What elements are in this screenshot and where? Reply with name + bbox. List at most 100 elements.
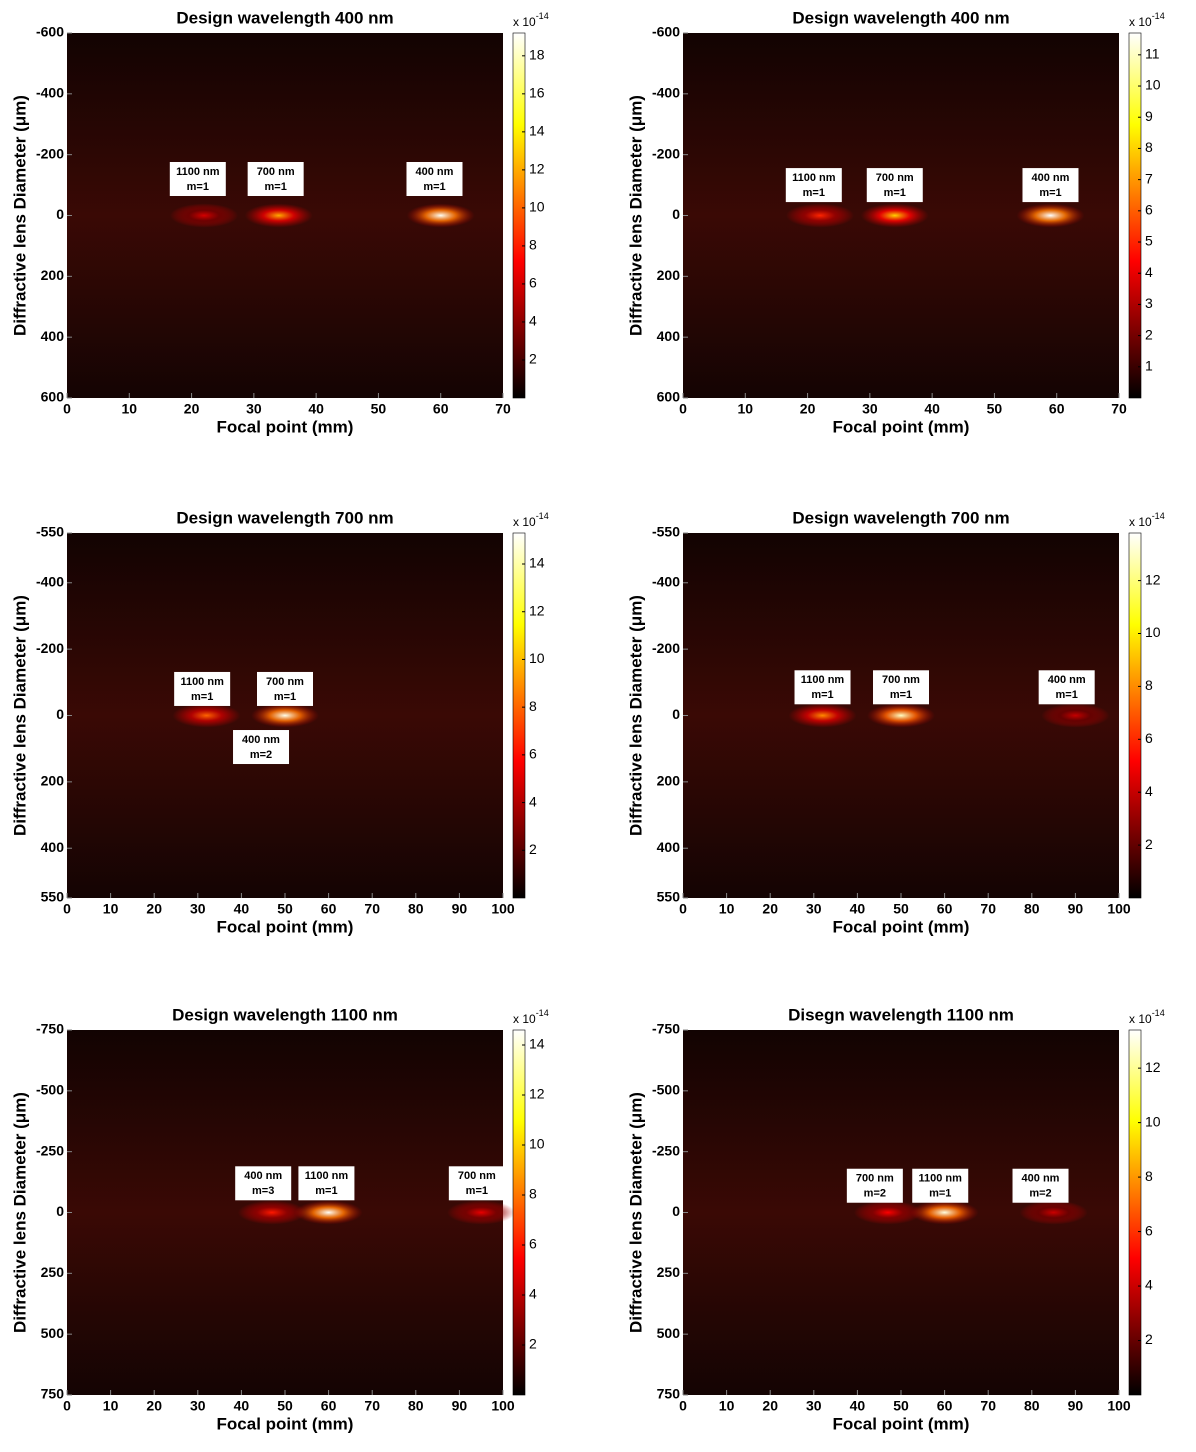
colorbar-tick-label: 2 [529,841,537,857]
annotation-text: 700 nm [257,166,295,178]
x-tick-label: 0 [679,401,687,417]
x-tick-label: 80 [1024,1398,1040,1414]
annotation-text: m=1 [811,689,833,701]
colorbar-tick-label: 8 [1145,1168,1153,1184]
colorbar-label-base: x 10 [513,1012,536,1026]
x-tick-label: 50 [371,401,387,417]
x-tick-label: 60 [321,901,337,917]
y-tick-label: 400 [657,328,681,344]
x-tick-label: 60 [1049,401,1065,417]
colorbar-tick-label: 8 [529,237,537,253]
x-tick-label: 20 [762,901,778,917]
panel-title: Design wavelength 400 nm [792,8,1009,27]
y-axis-label: Diffractive lens Diameter (μm) [10,1092,29,1333]
annotation-text: m=1 [884,187,906,199]
y-tick-label: 400 [657,839,681,855]
annotation-box [1022,168,1079,203]
x-tick-label: 40 [234,1398,250,1414]
colorbar-label-base: x 10 [513,515,536,529]
y-tick-label: -750 [36,1021,64,1037]
annotation-box [169,162,226,196]
panel: Design wavelength 400 nm Focal point (mm)… [626,8,1164,436]
colorbar-tick-label: 14 [529,555,545,571]
colorbar-tick-label: 6 [529,275,537,291]
panel: Design wavelength 700 nm Focal point (mm)… [626,508,1164,936]
annotation-text: m=2 [250,749,272,761]
x-tick-label: 30 [806,1398,822,1414]
colorbar-exponent: -14 [536,1008,549,1018]
focal-spot [1041,703,1110,728]
annotation-box [247,162,304,196]
annotation-box [912,1168,969,1203]
x-axis-label: Focal point (mm) [833,417,970,436]
colorbar-label: x 10-14 [1129,511,1165,529]
x-tick-label: 100 [491,901,515,917]
colorbar [512,532,526,899]
x-tick-label: 30 [190,1398,206,1414]
annotation-text: 1100 nm [919,1173,963,1185]
y-tick-label: -600 [36,24,64,40]
panel-title: Design wavelength 400 nm [176,8,393,27]
colorbar [1128,32,1142,399]
x-tick-label: 20 [800,401,816,417]
colorbar-tick-label: 6 [1145,202,1153,218]
x-tick-label: 20 [146,1398,162,1414]
x-tick-label: 70 [980,901,996,917]
annotation-text: 700 nm [882,674,920,686]
colorbar-exponent: -14 [1152,1008,1165,1018]
x-tick-label: 90 [452,1398,468,1414]
annotation-box [873,670,929,705]
colorbar-tick-label: 4 [1145,783,1153,799]
colorbar-tick-label: 14 [529,123,545,139]
x-tick-label: 50 [987,401,1003,417]
x-tick-label: 40 [850,901,866,917]
focal-spot [244,203,313,228]
colorbar-exponent: -14 [536,511,549,521]
annotation-text: m=1 [890,689,912,701]
colorbar-tick-label: 2 [1145,1331,1153,1347]
y-tick-label: 0 [672,206,680,222]
colorbar [1128,1029,1142,1396]
colorbar-tick-label: 16 [529,85,545,101]
annotation-box [846,1168,903,1203]
annotation-text: 1100 nm [305,1170,349,1182]
x-tick-label: 100 [491,1398,515,1414]
annotation-box [235,1166,292,1201]
focal-spot [447,1200,516,1225]
y-tick-label: -200 [652,145,680,161]
y-tick-label: 200 [657,773,681,789]
y-tick-label: -500 [652,1082,680,1098]
colorbar-label: x 10-14 [513,511,549,529]
annotation-text: 400 nm [1032,172,1070,184]
x-tick-label: 40 [234,901,250,917]
colorbar-tick-label: 4 [529,313,537,329]
x-tick-label: 60 [937,1398,953,1414]
annotation-text: 400 nm [416,166,454,178]
panel-title: Design wavelength 700 nm [792,508,1009,527]
x-tick-label: 0 [63,401,71,417]
panel: Design wavelength 700 nm Focal point (mm)… [10,508,548,936]
annotation-text: 1100 nm [792,172,836,184]
colorbar-tick-label: 6 [529,1236,537,1252]
x-tick-label: 20 [146,901,162,917]
x-tick-label: 50 [893,901,909,917]
colorbar-tick-label: 5 [1145,233,1153,249]
annotation-box [233,730,290,765]
x-tick-label: 100 [1107,901,1131,917]
focal-spot [406,203,475,228]
annotation-box [1012,1168,1069,1203]
y-tick-label: 500 [41,1325,65,1341]
colorbar-tick-label: 18 [529,47,545,63]
annotation-text: m=1 [1056,689,1078,701]
focal-spot [788,703,857,728]
focal-spot [172,703,241,728]
x-tick-label: 10 [121,401,137,417]
x-tick-label: 0 [63,1398,71,1414]
x-tick-label: 50 [893,1398,909,1414]
x-tick-label: 60 [937,901,953,917]
focal-spot [170,203,239,228]
annotation-box [298,1166,355,1201]
x-tick-label: 80 [408,1398,424,1414]
annotation-box [866,168,923,203]
annotation-text: 700 nm [876,172,914,184]
